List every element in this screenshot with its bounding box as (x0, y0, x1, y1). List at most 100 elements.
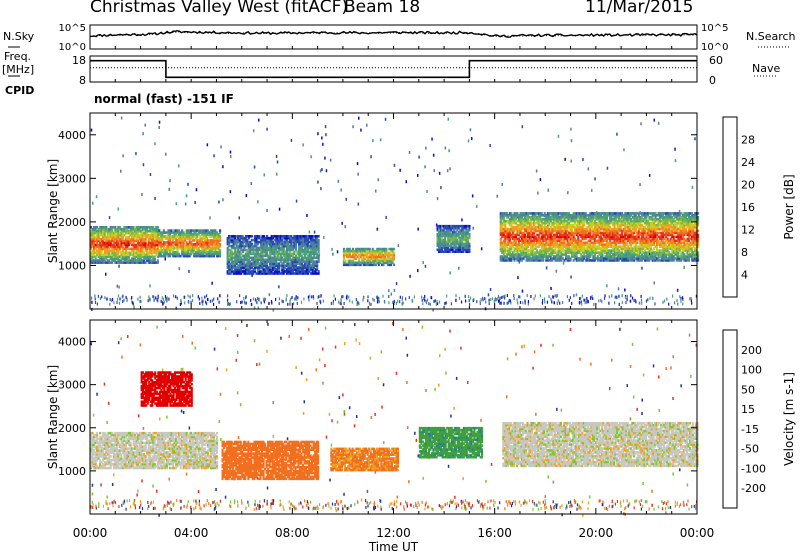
echo-cell (114, 259, 117, 262)
echo-cell (468, 250, 471, 253)
echo-cell (131, 247, 134, 251)
echo-cell (176, 239, 179, 242)
echo-cell (566, 219, 569, 223)
echo-cell (171, 252, 174, 256)
echo-cell (314, 268, 317, 271)
echo-cell (161, 254, 164, 258)
echo-cell (533, 241, 536, 245)
echo-cell (123, 257, 126, 260)
echo-cell (454, 248, 457, 252)
scatter-point (388, 289, 390, 293)
echo-cell (194, 235, 197, 238)
echo-cell (250, 235, 253, 238)
echo-cell (436, 244, 439, 248)
echo-cell (272, 246, 275, 250)
echo-cell (557, 259, 560, 262)
scatter-point (317, 180, 319, 184)
echo-cell (543, 235, 546, 239)
echo-cell (344, 259, 347, 263)
echo-cell (359, 251, 362, 255)
echo-cell (121, 231, 124, 235)
echo-cell (287, 258, 290, 262)
echo-cell (187, 245, 190, 248)
echo-cell (232, 264, 235, 267)
echo-cell (115, 235, 118, 239)
echo-cell (454, 246, 457, 250)
echo-cell (124, 228, 127, 231)
echo-cell (212, 239, 215, 242)
ground-scatter-point (317, 295, 319, 299)
echo-cell (278, 256, 281, 260)
echo-cell (601, 241, 604, 245)
echo-cell (93, 241, 96, 245)
echo-cell (256, 248, 259, 252)
echo-cell (304, 240, 307, 244)
echo-cell (235, 254, 238, 258)
echo-cell (595, 257, 598, 260)
echo-cell (560, 249, 563, 252)
echo-cell (593, 253, 596, 256)
echo-cell (524, 235, 527, 239)
echo-cell (159, 254, 162, 258)
echo-cell (127, 239, 130, 243)
scatter-point (422, 261, 424, 265)
echo-cell (317, 250, 320, 254)
echo-cell (391, 251, 394, 255)
echo-cell (147, 255, 150, 258)
scatter-point (276, 172, 278, 176)
echo-cell (581, 233, 584, 237)
echo-cell (565, 245, 568, 248)
echo-cell (103, 235, 106, 239)
echo-cell (238, 242, 241, 246)
echo-cell (196, 246, 199, 250)
echo-cell (568, 255, 571, 258)
echo-cell (255, 254, 258, 258)
echo-cell (308, 250, 311, 254)
echo-cell (141, 233, 144, 237)
echo-cell (226, 266, 229, 269)
echo-cell (511, 229, 514, 233)
echo-cell (581, 218, 584, 221)
echo-cell (228, 262, 231, 265)
echo-cell (202, 229, 205, 232)
echo-cell (234, 270, 237, 273)
echo-cell (382, 263, 385, 267)
scatter-point (142, 132, 144, 136)
echo-cell (293, 268, 296, 271)
echo-cell (249, 260, 252, 263)
echo-cell (209, 246, 212, 250)
scatter-point (623, 148, 625, 152)
echo-cell (383, 257, 386, 261)
echo-cell (362, 261, 365, 265)
echo-cell (537, 251, 540, 254)
echo-cell (510, 253, 513, 256)
echo-cell (193, 252, 196, 256)
echo-cell (465, 238, 468, 242)
echo-cell (173, 241, 176, 244)
echo-cell (527, 257, 530, 260)
echo-cell (385, 253, 388, 257)
echo-cell (187, 252, 190, 256)
echo-cell (304, 248, 307, 252)
echo-cell (190, 245, 193, 248)
echo-cell (510, 245, 513, 248)
echo-cell (152, 233, 155, 237)
echo-cell (505, 243, 508, 246)
echo-cell (365, 259, 368, 263)
echo-cell (171, 231, 174, 234)
echo-cell (143, 237, 146, 241)
echo-cell (103, 231, 106, 235)
echo-cell (558, 218, 561, 221)
echo-cell (112, 235, 115, 239)
echo-cell (552, 237, 555, 241)
echo-cell (150, 241, 153, 245)
ground-scatter-point (488, 298, 490, 302)
echo-cell (463, 234, 466, 238)
echo-cell (359, 247, 362, 251)
echo-cell (551, 218, 554, 221)
echo-cell (462, 234, 465, 238)
scatter-point (487, 293, 490, 297)
echo-cell (184, 235, 187, 238)
echo-cell (563, 233, 566, 237)
ground-scatter-point (300, 300, 303, 304)
